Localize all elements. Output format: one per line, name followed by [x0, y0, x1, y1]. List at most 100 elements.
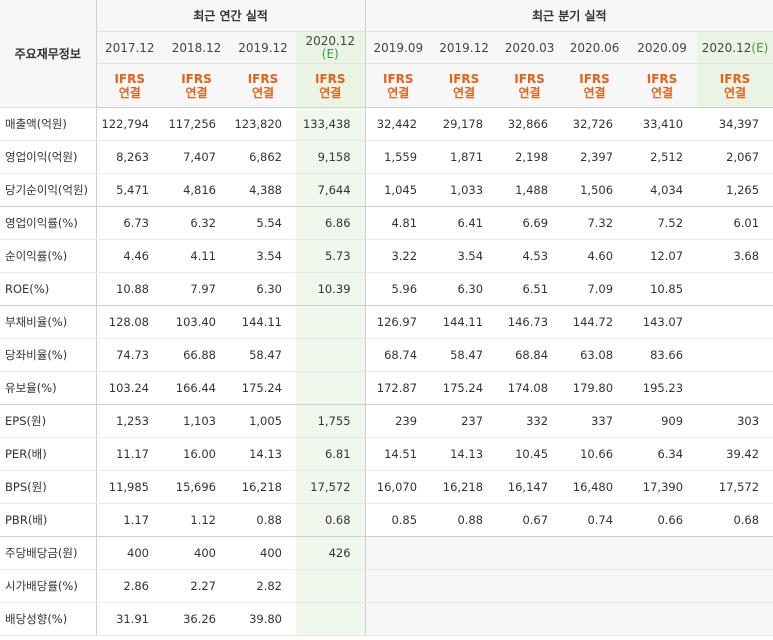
- ifrs-line2: 연결: [118, 85, 141, 100]
- quarterly-value-cell: 3.22: [365, 239, 432, 273]
- ifrs-line1: IFRS: [448, 71, 480, 86]
- ifrs-consolidated-label: IFRS 연결: [497, 63, 563, 108]
- financial-rows: 매출액(억원) 122,794 117,256 123,820 133,438 32,44…: [0, 107, 773, 636]
- ifrs-line1: IFRS: [315, 71, 346, 86]
- quarterly-value-cell: 146.73: [497, 305, 563, 339]
- quarterly-value-cell: 0.68: [697, 503, 773, 537]
- annual-value-cell: 15,696: [163, 470, 230, 504]
- quarterly-value-cell: 32,866: [497, 107, 563, 141]
- annual-value-cell: 9,158: [296, 140, 366, 174]
- annual-value-cell: 17,572: [296, 470, 366, 504]
- period-label: 2020.03: [504, 40, 555, 55]
- quarterly-value-cell: [697, 272, 773, 306]
- quarterly-value-cell: 1,033: [431, 173, 498, 207]
- annual-value-cell: 14.13: [230, 437, 296, 471]
- ifrs-line1: IFRS: [646, 71, 678, 86]
- annual-value-cell: 7,407: [163, 140, 230, 174]
- quarterly-section-title: 최근 분기 실적: [365, 0, 773, 32]
- annual-value-cell: 123,820: [230, 107, 296, 141]
- quarterly-value-cell: [697, 305, 773, 339]
- period-label: 2020.12: [305, 33, 356, 48]
- quarterly-period-header: 2020.06: [562, 31, 628, 64]
- quarterly-value-cell: 3.68: [697, 239, 773, 273]
- corner-header: 주요재무정보: [0, 0, 97, 108]
- row-label: 시가배당률(%): [0, 569, 97, 603]
- table-row: 매출액(억원) 122,794 117,256 123,820 133,438 32,44…: [0, 107, 773, 141]
- quarterly-value-cell: 6.69: [497, 206, 563, 240]
- quarterly-period-header: 2020.12(E): [697, 31, 773, 64]
- quarterly-value-cell: 144.72: [562, 305, 628, 339]
- quarterly-value-cell: 6.51: [497, 272, 563, 306]
- quarterly-value-cell: 6.41: [431, 206, 498, 240]
- quarterly-value-cell: 16,480: [562, 470, 628, 504]
- ifrs-consolidated-label: IFRS 연결: [365, 63, 432, 108]
- ifrs-line1: IFRS: [247, 71, 279, 86]
- quarterly-value-cell: 7.09: [562, 272, 628, 306]
- table-row: 부채비율(%) 128.08 103.40 144.11 126.97 144.11 146…: [0, 305, 773, 339]
- annual-value-cell: 2.86: [96, 569, 163, 603]
- row-label: EPS(원): [0, 404, 97, 438]
- annual-value-cell: 11,985: [96, 470, 163, 504]
- table-row: BPS(원) 11,985 15,696 16,218 17,572 16,070 16,2…: [0, 470, 773, 504]
- ifrs-consolidated-label: IFRS 연결: [697, 63, 773, 108]
- table-row: 순이익률(%) 4.46 4.11 3.54 5.73 3.22 3.54 4.53 4.60 1…: [0, 239, 773, 273]
- quarterly-value-cell: 33,410: [627, 107, 698, 141]
- row-label: 부채비율(%): [0, 305, 97, 339]
- quarterly-value-cell: 237: [431, 404, 498, 438]
- ifrs-consolidated-label: IFRS 연결: [96, 63, 163, 108]
- period-header-row: 2017.12 2018.12 2019.12 2020.12 (E) 2019.09 20…: [0, 31, 773, 64]
- quarterly-value-cell: 1,488: [497, 173, 563, 207]
- quarterly-value-cell: 7.32: [562, 206, 628, 240]
- quarterly-value-cell: 0.66: [627, 503, 698, 537]
- row-label: 당좌비율(%): [0, 338, 97, 372]
- quarterly-value-cell: 14.13: [431, 437, 498, 471]
- row-label: 배당성향(%): [0, 602, 97, 636]
- annual-value-cell: 36.26: [163, 602, 230, 636]
- period-label: 2019.12: [238, 40, 288, 55]
- ifrs-consolidated-label: IFRS 연결: [163, 63, 230, 108]
- period-label: 2018.12: [171, 40, 222, 55]
- quarterly-value-cell: [697, 338, 773, 372]
- ifrs-line1: IFRS: [181, 71, 212, 86]
- quarterly-value-cell: 5.96: [365, 272, 432, 306]
- period-label: 2020.12: [701, 40, 752, 55]
- quarterly-value-cell: 58.47: [431, 338, 498, 372]
- row-label: 영업이익(억원): [0, 140, 97, 174]
- annual-value-cell: [296, 305, 366, 339]
- ifrs-line2: 연결: [251, 85, 275, 100]
- quarterly-value-cell: 195.23: [627, 371, 698, 405]
- ifrs-line1: IFRS: [719, 71, 751, 86]
- annual-value-cell: 11.17: [96, 437, 163, 471]
- quarterly-value-cell: 68.74: [365, 338, 432, 372]
- quarterly-value-cell: 4.53: [497, 239, 563, 273]
- quarterly-value-cell: 174.08: [497, 371, 563, 405]
- ifrs-line2: 연결: [650, 85, 674, 100]
- quarterly-value-cell: 10.85: [627, 272, 698, 306]
- ifrs-line2: 연결: [724, 85, 747, 100]
- row-label: 순이익률(%): [0, 239, 97, 273]
- empty-quarterly-area: [365, 569, 773, 603]
- period-label: 2020.06: [569, 40, 620, 55]
- quarterly-value-cell: 6.34: [627, 437, 698, 471]
- annual-value-cell: 6.86: [296, 206, 366, 240]
- quarterly-value-cell: 179.80: [562, 371, 628, 405]
- annual-value-cell: 5.54: [230, 206, 296, 240]
- estimate-marker: (E): [321, 46, 339, 61]
- row-label: PBR(배): [0, 503, 97, 537]
- ifrs-line2: 연결: [387, 85, 410, 100]
- quarterly-value-cell: 39.42: [697, 437, 773, 471]
- quarterly-value-cell: 0.85: [365, 503, 432, 537]
- quarterly-value-cell: 16,070: [365, 470, 432, 504]
- quarterly-value-cell: 1,506: [562, 173, 628, 207]
- row-label: 매출액(억원): [0, 107, 97, 141]
- quarterly-value-cell: 3.54: [431, 239, 498, 273]
- quarterly-value-cell: 0.74: [562, 503, 628, 537]
- quarterly-value-cell: 17,572: [697, 470, 773, 504]
- quarterly-value-cell: 29,178: [431, 107, 498, 141]
- quarterly-value-cell: 16,218: [431, 470, 498, 504]
- quarterly-value-cell: 175.24: [431, 371, 498, 405]
- annual-value-cell: 144.11: [230, 305, 296, 339]
- annual-value-cell: 1,103: [163, 404, 230, 438]
- quarterly-value-cell: 332: [497, 404, 563, 438]
- annual-period-header: 2019.12: [230, 31, 296, 64]
